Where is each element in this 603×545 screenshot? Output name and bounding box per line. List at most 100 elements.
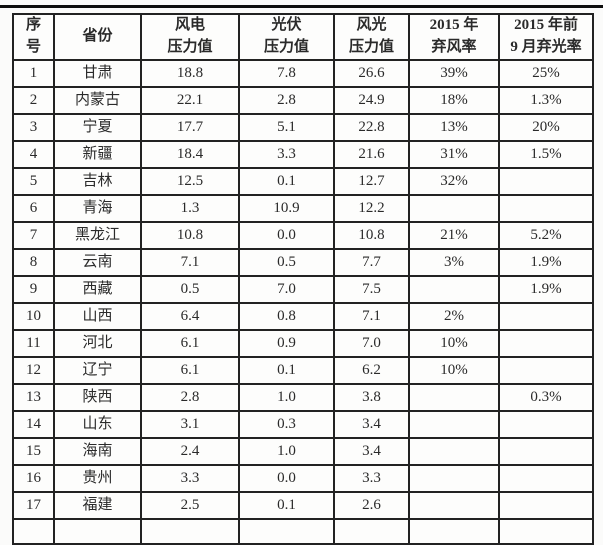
table-cell: 18.4 [140,140,240,169]
table-cell [408,383,500,412]
table-cell: 2.5 [140,491,240,520]
table-cell: 31% [408,140,500,169]
table-cell: 7.1 [333,302,410,331]
table-cell [408,437,500,466]
table-cell: 3.3 [140,464,240,493]
table-cell: 5.1 [238,113,335,142]
table-row: 6 青海 1.3 10.9 12.2 [12,194,594,223]
province-pressure-table: 序 号 省份 风电 压力值 光伏 压力值 风光 压力值 2015 年 弃风率 2… [12,13,594,545]
table-row: 14 山东 3.1 0.3 3.4 [12,410,594,439]
table-cell: 13% [408,113,500,142]
table-cell: 宁夏 [53,113,142,142]
table-cell: 5.2% [498,221,594,250]
table-cell [498,356,594,385]
table-cell: 22.8 [333,113,410,142]
table-row: 13 陕西 2.8 1.0 3.8 0.3% [12,383,594,412]
table-cell: 3.4 [333,437,410,466]
table-row: 5 吉林 12.5 0.1 12.7 32% [12,167,594,196]
column-header-province: 省份 [53,13,142,61]
table-row: 16 贵州 3.3 0.0 3.3 [12,464,594,493]
table-cell: 0.1 [238,167,335,196]
column-header-wind: 风电 压力值 [140,13,240,61]
table-cell: 26.6 [333,59,410,88]
table-cell: 河北 [53,329,142,358]
table-cell [408,464,500,493]
table-row: 9 西藏 0.5 7.0 7.5 1.9% [12,275,594,304]
table-row: 8 云南 7.1 0.5 7.7 3% 1.9% [12,248,594,277]
table-cell: 0.1 [238,356,335,385]
table-cell: 15 [12,437,55,466]
table-row: 1 甘肃 18.8 7.8 26.6 39% 25% [12,59,594,88]
table-cell: 0.8 [238,302,335,331]
table-cell: 4 [12,140,55,169]
table-row: 17 福建 2.5 0.1 2.6 [12,491,594,520]
table-cell: 18.8 [140,59,240,88]
table-cell: 西藏 [53,275,142,304]
table-cell: 甘肃 [53,59,142,88]
table-cell [408,491,500,520]
table-cell: 6.1 [140,329,240,358]
table-cell: 0.0 [238,464,335,493]
table-cell: 32% [408,167,500,196]
table-cell: 2.8 [140,383,240,412]
column-header-index: 序 号 [12,13,55,61]
table-cell: 7.1 [140,248,240,277]
table-cell: 12 [12,356,55,385]
table-cell: 12.5 [140,167,240,196]
table-cell: 陕西 [53,383,142,412]
table-row: 10 山西 6.4 0.8 7.1 2% [12,302,594,331]
table-cell [140,518,240,545]
table-cell: 2.6 [333,491,410,520]
table-cell: 17 [12,491,55,520]
table-cell: 3.4 [333,410,410,439]
table-cell: 海南 [53,437,142,466]
table-cell [498,410,594,439]
table-row: 7 黑龙江 10.8 0.0 10.8 21% 5.2% [12,221,594,250]
table-cell: 16 [12,464,55,493]
table-cell: 0.9 [238,329,335,358]
table-cell: 7.8 [238,59,335,88]
table-cell: 2.4 [140,437,240,466]
table-cell: 新疆 [53,140,142,169]
table-cell: 22.1 [140,86,240,115]
table-cell [498,437,594,466]
table-cell: 39% [408,59,500,88]
table-cell: 7.5 [333,275,410,304]
table-cell: 0.0 [238,221,335,250]
table-cell: 11 [12,329,55,358]
top-rule-divider [0,5,603,8]
table-cell: 6.2 [333,356,410,385]
column-header-wind-curtail: 2015 年 弃风率 [408,13,500,61]
table-cell [408,410,500,439]
table-cell [408,518,500,545]
table-row: 15 海南 2.4 1.0 3.4 [12,437,594,466]
table-cell [498,464,594,493]
table-cell: 山西 [53,302,142,331]
table-cell: 贵州 [53,464,142,493]
table-cell: 2 [12,86,55,115]
table-cell [498,518,594,545]
table-cell: 1.5% [498,140,594,169]
table-cell [53,518,142,545]
table-cell: 1.0 [238,383,335,412]
table-cell: 1.0 [238,437,335,466]
table-cell [408,275,500,304]
table-cell: 13 [12,383,55,412]
table-header-row: 序 号 省份 风电 压力值 光伏 压力值 风光 压力值 2015 年 弃风率 2… [12,13,594,61]
table-cell: 6.4 [140,302,240,331]
table-cell: 3.1 [140,410,240,439]
column-header-pv-curtail: 2015 年前 9 月弃光率 [498,13,594,61]
table-cell: 3% [408,248,500,277]
table-cell [498,194,594,223]
table-cell [498,491,594,520]
table-cell: 5 [12,167,55,196]
table-cell: 10.8 [333,221,410,250]
table-cell: 0.5 [238,248,335,277]
table-cell: 21.6 [333,140,410,169]
table-row: 3 宁夏 17.7 5.1 22.8 13% 20% [12,113,594,142]
table-cell: 云南 [53,248,142,277]
table-cell: 9 [12,275,55,304]
table-cell: 10.8 [140,221,240,250]
table-cell: 21% [408,221,500,250]
table-cell [238,518,335,545]
